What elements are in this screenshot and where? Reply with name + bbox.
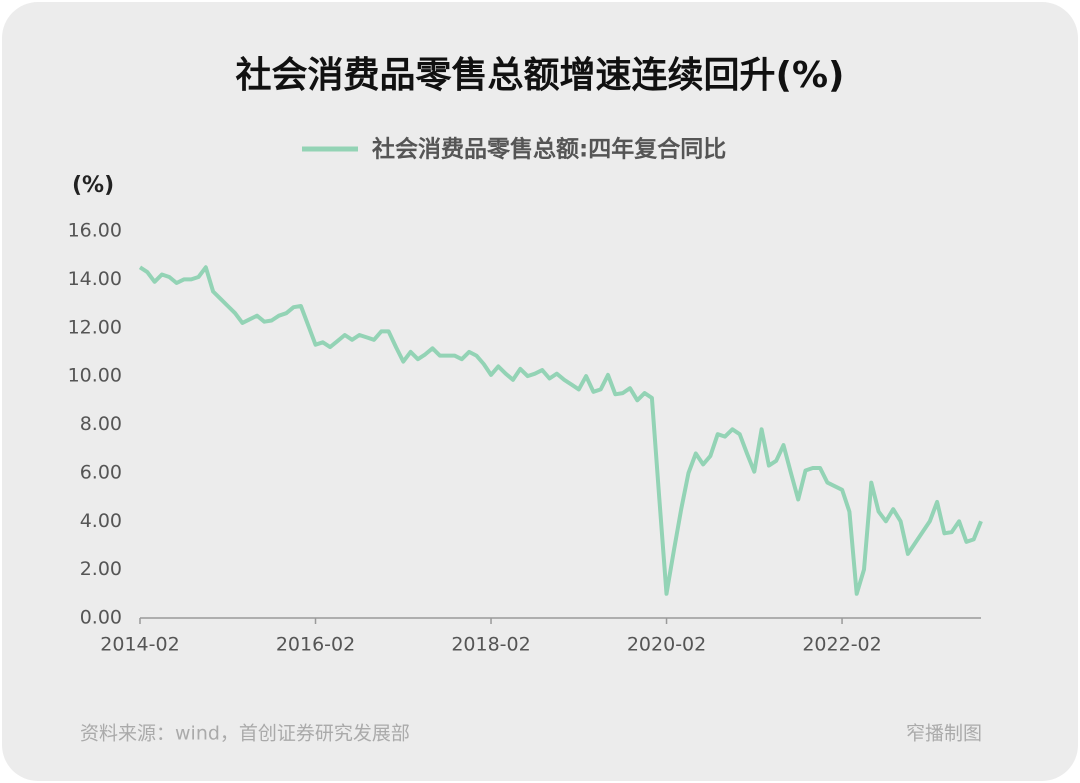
y-tick-label: 10.00	[68, 365, 122, 387]
source-note: 资料来源：wind，首创证券研究发展部	[80, 723, 410, 745]
x-tick-label: 2018-02	[451, 634, 530, 656]
credit-note: 窄播制图	[906, 723, 982, 745]
y-tick-label: 16.00	[68, 220, 122, 242]
y-tick-label: 2.00	[80, 558, 122, 580]
legend-label: 社会消费品零售总额:四年复合同比	[372, 136, 726, 163]
x-tick-label: 2020-02	[627, 634, 706, 656]
y-tick-label: 0.00	[80, 607, 122, 629]
y-tick-label: 4.00	[80, 510, 122, 532]
data-line	[138, 265, 983, 596]
x-tick-label: 2014-02	[100, 634, 179, 656]
chart-title: 社会消费品零售总额增速连续回升(%)	[236, 55, 845, 96]
x-tick-label: 2022-02	[802, 634, 881, 656]
y-unit-label: (%)	[72, 173, 114, 198]
x-tick-label: 2016-02	[276, 634, 355, 656]
y-tick-label: 14.00	[68, 268, 122, 290]
y-tick-label: 12.00	[68, 316, 122, 338]
y-tick-label: 8.00	[80, 413, 122, 435]
y-tick-label: 6.00	[80, 461, 122, 483]
